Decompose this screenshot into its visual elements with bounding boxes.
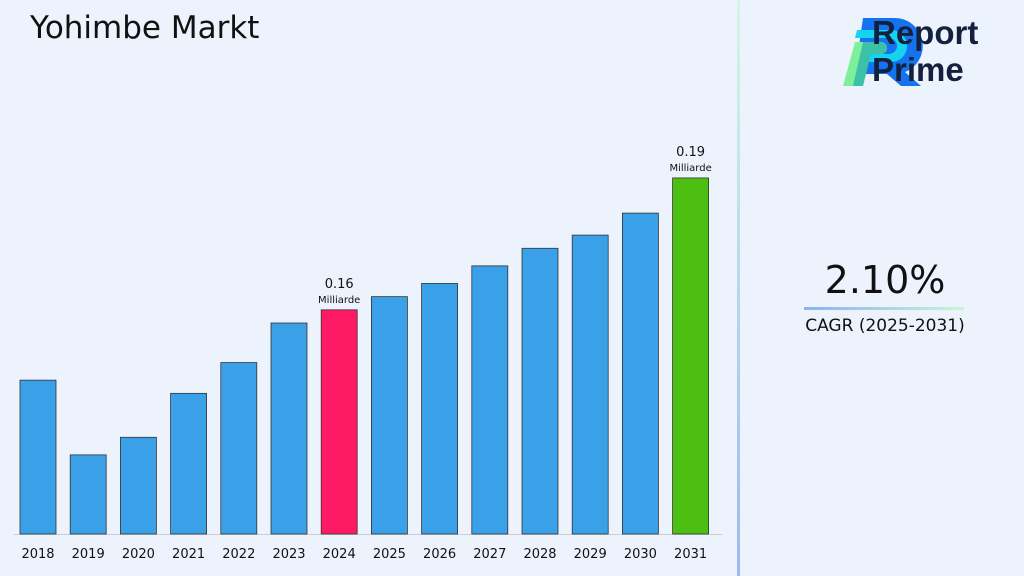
x-tick-label-2022: 2022 xyxy=(222,547,255,562)
x-tick-label-2026: 2026 xyxy=(423,547,456,562)
bar-2025 xyxy=(370,296,408,535)
x-tick-label-2020: 2020 xyxy=(122,547,155,562)
bar-2027 xyxy=(471,265,509,535)
data-label-value-2031: 0.19 xyxy=(676,145,705,160)
logo-line1: Report xyxy=(872,14,979,51)
bar-2018 xyxy=(19,379,57,535)
x-tick-label-2018: 2018 xyxy=(21,547,54,562)
x-tick-label-2030: 2030 xyxy=(624,547,657,562)
bar-2023 xyxy=(270,322,308,535)
bar-2026 xyxy=(421,283,459,535)
divider xyxy=(737,0,740,576)
bar-2020 xyxy=(120,436,157,535)
cagr-underline xyxy=(804,307,964,310)
bar-2022 xyxy=(220,362,258,535)
x-tick-label-2024: 2024 xyxy=(323,547,356,562)
bar-2029 xyxy=(571,234,609,535)
x-tick-label-2031: 2031 xyxy=(674,547,707,562)
bar-2031 xyxy=(672,177,709,535)
bar-2021 xyxy=(170,392,208,535)
x-tick-label-2025: 2025 xyxy=(373,547,406,562)
x-tick-label-2021: 2021 xyxy=(172,547,205,562)
chart-title: Yohimbe Markt xyxy=(30,10,260,46)
x-tick-label-2023: 2023 xyxy=(272,547,305,562)
data-label-unit-2031: Milliarde xyxy=(669,163,711,174)
bar-chart: 2018 2019 2020 2021 2022 2023 2024 0.16 Milliard… xyxy=(14,145,722,562)
x-tick-label-2028: 2028 xyxy=(523,547,556,562)
cagr-value: 2.10% xyxy=(824,258,946,302)
bar-2028 xyxy=(521,247,559,535)
data-label-unit-2024: Milliarde xyxy=(318,295,360,306)
bar-2030 xyxy=(622,212,659,535)
bar-2019 xyxy=(69,454,107,535)
data-label-value-2024: 0.16 xyxy=(325,277,354,292)
report-prime-logo-icon xyxy=(843,17,923,87)
x-tick-label-2027: 2027 xyxy=(473,547,506,562)
x-tick-label-2029: 2029 xyxy=(574,547,607,562)
logo-text: Report Prime xyxy=(872,14,978,88)
cagr-label: CAGR (2025-2031) xyxy=(805,316,965,336)
bar-2024 xyxy=(320,309,358,535)
x-tick-label-2019: 2019 xyxy=(72,547,105,562)
logo-line2: Prime xyxy=(872,51,964,88)
